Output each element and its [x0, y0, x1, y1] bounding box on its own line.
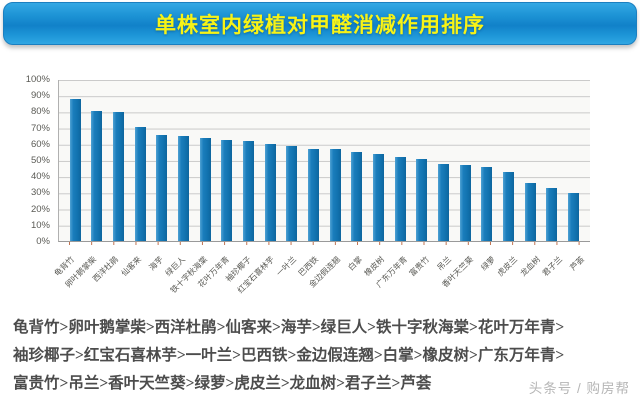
y-axis-tick-label: 70%: [30, 122, 50, 134]
bar: [243, 141, 255, 241]
y-axis-tick-label: 90%: [30, 90, 50, 102]
bar: [568, 192, 580, 241]
y-axis-tick-label: 40%: [30, 171, 50, 183]
bar: [459, 165, 471, 241]
bar: [221, 139, 233, 241]
bar: [503, 171, 515, 241]
ranking-line-3: 富贵竹>吊兰>香叶天竺葵>绿萝>虎皮兰>龙血树>君子兰>芦荟: [13, 375, 432, 392]
y-axis-tick-label: 80%: [30, 106, 50, 118]
bar: [69, 99, 81, 241]
page-title: 单株室内绿植对甲醛消减作用排序: [155, 13, 485, 37]
ranking-line-2: 袖珍椰子>红宝石喜林芋>一叶兰>巴西铁>金边假连翘>白掌>橡皮树>广东万年青>: [13, 347, 565, 364]
formaldehyde-bar-chart: 100% 90% 80% 70% 60% 50% 40% 30% 20% 10% 0% 龟背竹 卵叶鹅…: [0, 52, 640, 310]
y-axis-labels: 100% 90% 80% 70% 60% 50% 40% 30% 20% 10% 0%: [0, 75, 54, 247]
bar: [373, 154, 385, 241]
bar: [394, 157, 406, 241]
bar: [416, 158, 428, 241]
bar: [329, 149, 341, 241]
bar: [351, 152, 363, 241]
bar: [91, 110, 103, 241]
y-axis-tick-label: 60%: [30, 138, 50, 150]
y-axis-tick-label: 0%: [36, 236, 50, 247]
ranking-line-1: 龟背竹>卵叶鹅掌柴>西洋杜鹃>仙客来>海芋>绿巨人>铁十字秋海棠>花叶万年青>: [13, 319, 565, 336]
bar: [438, 163, 450, 241]
y-axis-tick-label: 10%: [30, 219, 50, 231]
y-axis-tick-label: 30%: [30, 187, 50, 199]
y-axis-tick-label: 20%: [30, 203, 50, 215]
bar: [113, 112, 125, 241]
x-axis-ticks: [58, 242, 590, 245]
watermark: 头条号 / 购房帮: [528, 381, 630, 396]
y-axis-tick-label: 100%: [25, 74, 50, 85]
bar: [546, 187, 558, 241]
title-banner: 单株室内绿植对甲醛消减作用排序: [3, 2, 637, 45]
bar: [156, 134, 168, 241]
bar: [481, 166, 493, 241]
bar: [524, 183, 536, 241]
bar: [199, 137, 211, 241]
bar-series: [59, 80, 590, 241]
bar: [286, 146, 298, 241]
plot-area: [58, 80, 590, 242]
x-axis-labels: 龟背竹 卵叶鹅掌柴 西洋杜鹃 仙客来 海芋 绿巨人 铁十字秋海棠 花叶万年青 袖珍椰子 红宝石喜林…: [53, 248, 590, 310]
bar: [308, 149, 320, 241]
bar: [134, 126, 146, 241]
y-axis-tick-label: 50%: [30, 155, 50, 166]
bar: [178, 136, 190, 241]
ranking-text: 龟背竹>卵叶鹅掌柴>西洋杜鹃>仙客来>海芋>绿巨人>铁十字秋海棠>花叶万年青> …: [13, 314, 633, 398]
bar: [264, 144, 276, 241]
